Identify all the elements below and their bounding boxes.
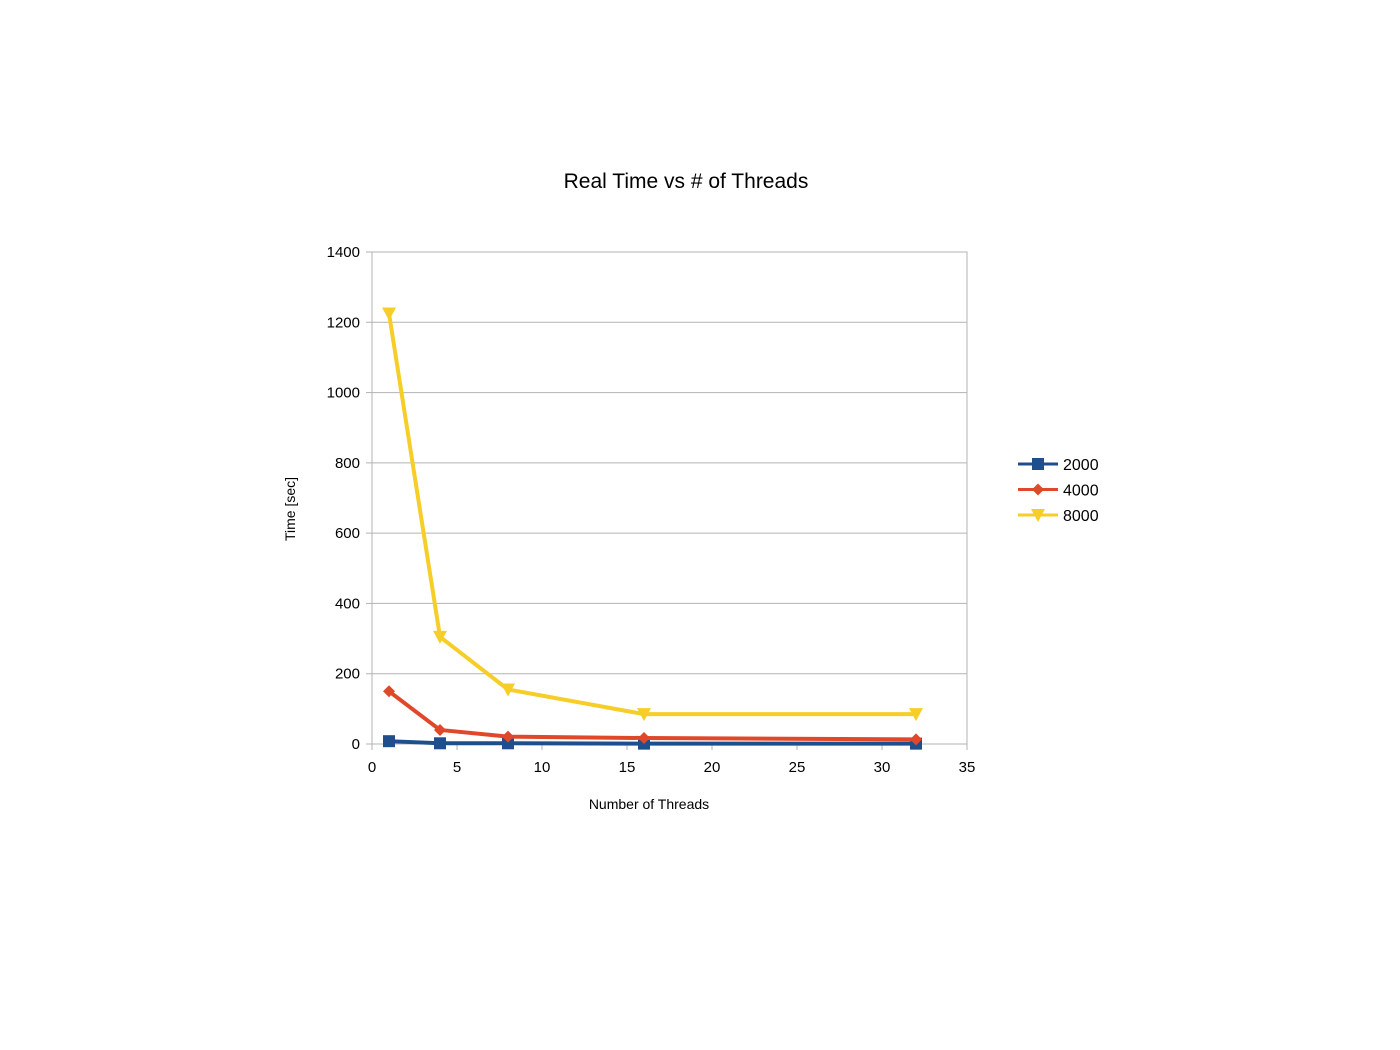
grid-lines bbox=[372, 251, 967, 745]
x-tick-label: 25 bbox=[789, 759, 806, 776]
data-point bbox=[383, 735, 395, 748]
y-tick-label: 1200 bbox=[327, 314, 360, 331]
data-point bbox=[502, 730, 514, 743]
legend-label: 8000 bbox=[1063, 508, 1099, 525]
legend-label: 4000 bbox=[1063, 483, 1099, 500]
series-line bbox=[388, 739, 916, 746]
data-point bbox=[637, 708, 651, 722]
y-axis-label: Time [sec] bbox=[282, 477, 298, 541]
data-point bbox=[638, 732, 650, 745]
y-tick-label: 600 bbox=[335, 525, 360, 542]
y-tick-label: 1400 bbox=[327, 244, 360, 261]
y-axis: 0 200 400 600 800 1000 1200 1400 bbox=[327, 244, 372, 753]
data-point bbox=[910, 733, 922, 746]
x-tick-label: 30 bbox=[874, 759, 891, 776]
x-tick-label: 20 bbox=[704, 759, 721, 776]
y-tick-label: 400 bbox=[335, 595, 360, 612]
series-line bbox=[387, 313, 916, 717]
legend-item: 4000 bbox=[1018, 483, 1099, 500]
legend-marker bbox=[1032, 483, 1044, 496]
chart-title: Real Time vs # of Threads bbox=[564, 170, 809, 193]
legend-marker bbox=[1032, 458, 1044, 470]
data-point bbox=[382, 307, 396, 321]
legend-item: 2000 bbox=[1018, 457, 1099, 474]
y-tick-label: 800 bbox=[335, 455, 360, 472]
x-tick-label: 5 bbox=[453, 759, 461, 776]
x-axis: 0 5 10 15 20 25 30 35 bbox=[368, 744, 976, 776]
data-point bbox=[909, 708, 923, 722]
x-axis-label: Number of Threads bbox=[589, 796, 709, 812]
legend: 2000 4000 8000 bbox=[1018, 457, 1099, 525]
data-point bbox=[502, 737, 514, 750]
x-tick-label: 15 bbox=[619, 759, 636, 776]
series-8000 bbox=[382, 307, 923, 722]
legend-label: 2000 bbox=[1063, 457, 1099, 474]
series-layer bbox=[382, 307, 923, 750]
plot-frame bbox=[371, 251, 968, 745]
series-4000 bbox=[383, 685, 922, 746]
data-point bbox=[434, 737, 446, 750]
data-point bbox=[434, 723, 446, 736]
y-tick-label: 200 bbox=[335, 666, 360, 683]
legend-marker bbox=[1031, 509, 1045, 522]
data-point bbox=[383, 685, 395, 698]
x-tick-label: 35 bbox=[959, 759, 976, 776]
x-tick-label: 10 bbox=[534, 759, 551, 776]
y-tick-label: 0 bbox=[352, 736, 360, 753]
data-point bbox=[433, 630, 447, 644]
y-tick-label: 1000 bbox=[327, 385, 360, 402]
data-point bbox=[501, 683, 515, 697]
x-tick-label: 0 bbox=[368, 759, 376, 776]
legend-item: 8000 bbox=[1018, 508, 1099, 525]
